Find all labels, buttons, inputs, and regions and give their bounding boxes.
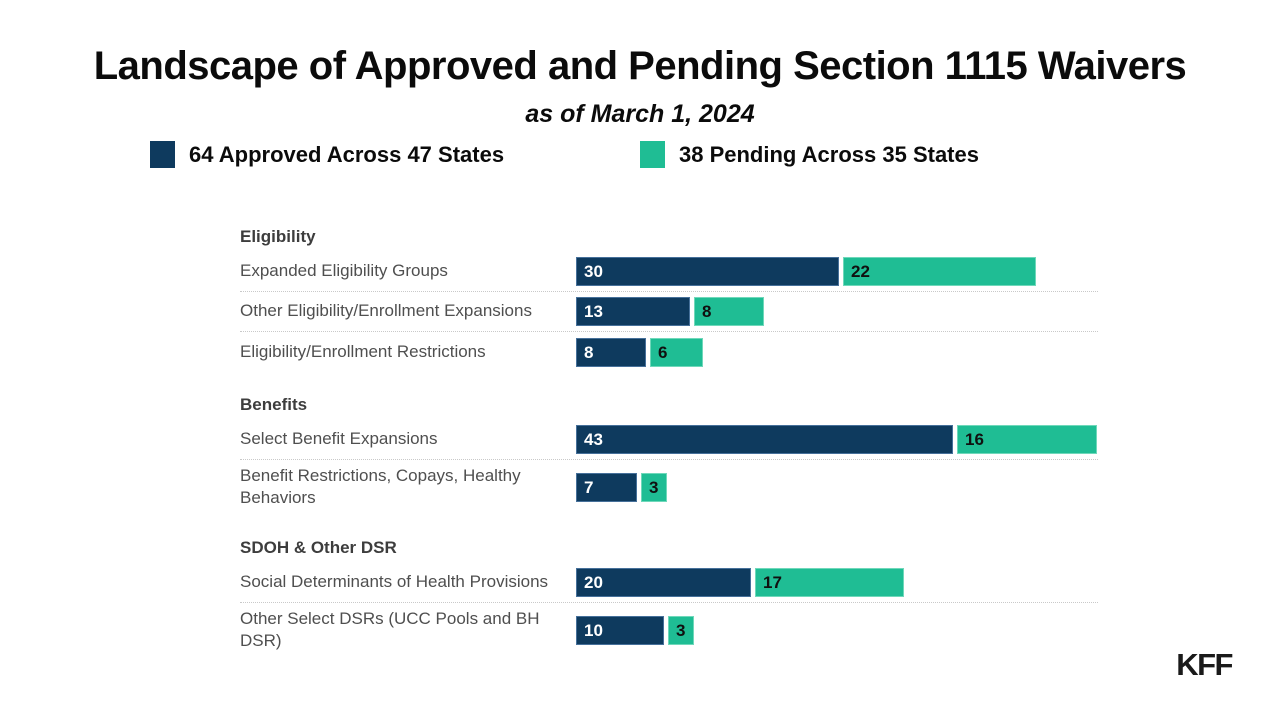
row-label: Expanded Eligibility Groups — [240, 261, 448, 281]
legend-approved-label: 64 Approved Across 47 States — [189, 141, 505, 167]
chart-row: Other Eligibility/Enrollment Expansions 1… — [240, 292, 1098, 332]
approved-color-swatch — [150, 141, 175, 168]
group-header: SDOH & Other DSR — [240, 537, 397, 557]
bar-value-label: 30 — [584, 262, 603, 281]
bar-value-label: 6 — [658, 342, 668, 362]
row-bars: 30 22 — [576, 257, 1036, 286]
row-bars: 13 8 — [576, 297, 764, 326]
approved-bar: 43 — [576, 425, 953, 454]
bar-value-label: 3 — [649, 477, 659, 497]
row-label: Other Eligibility/Enrollment Expansions — [240, 301, 532, 321]
approved-bar: 30 — [576, 257, 839, 286]
chart-row: Other Select DSRs (UCC Pools and BH DSR)… — [240, 603, 1098, 658]
bar-value-label: 16 — [965, 430, 984, 449]
chart-group: Eligibility Expanded Eligibility Groups 30… — [240, 226, 1098, 372]
pending-bar: 3 — [641, 472, 667, 502]
pending-bar: 6 — [650, 337, 703, 367]
chart-row: Select Benefit Expansions 43 16 — [240, 420, 1098, 460]
approved-bar: 7 — [576, 472, 637, 502]
bar-value-label: 8 — [584, 342, 594, 362]
row-label: Other Select DSRs (UCC Pools and BH DSR) — [240, 608, 540, 651]
pending-bar: 22 — [843, 257, 1036, 286]
bar-value-label: 10 — [584, 620, 603, 640]
pending-bar: 3 — [668, 615, 694, 645]
approved-bar: 8 — [576, 337, 646, 367]
bar-value-label: 22 — [851, 262, 870, 281]
kff-logo: KFF — [1176, 647, 1233, 682]
bar-value-label: 7 — [584, 477, 594, 497]
bar-value-label: 43 — [584, 430, 603, 449]
chart-row: Eligibility/Enrollment Restrictions 8 6 — [240, 332, 1098, 372]
chart-row: Expanded Eligibility Groups 30 22 — [240, 252, 1098, 292]
chart-row: Benefit Restrictions, Copays, Healthy Be… — [240, 460, 1098, 515]
pending-bar: 8 — [694, 297, 764, 326]
pending-color-swatch — [640, 141, 665, 168]
group-header: Benefits — [240, 395, 308, 414]
bar-value-label: 8 — [702, 302, 712, 321]
pending-bar: 17 — [755, 567, 904, 597]
chart-subtitle: as of March 1, 2024 — [525, 100, 755, 128]
legend-pending-label: 38 Pending Across 35 States — [679, 141, 979, 167]
group-header: Eligibility — [240, 227, 316, 246]
chart-group: SDOH & Other DSR Social Determinants of H… — [240, 537, 1098, 658]
row-bars: 20 17 — [576, 567, 904, 597]
chart-row: Social Determinants of Health Provisions… — [240, 563, 1098, 603]
row-bars: 43 16 — [576, 425, 1097, 454]
pending-bar: 16 — [957, 425, 1097, 454]
bar-value-label: 13 — [584, 302, 603, 321]
bar-value-label: 3 — [676, 620, 686, 640]
legend-item-pending: 38 Pending Across 35 States — [640, 141, 979, 168]
row-label: Benefit Restrictions, Copays, Healthy Be… — [240, 466, 521, 508]
bar-value-label: 17 — [763, 572, 782, 592]
row-label: Select Benefit Expansions — [240, 429, 438, 449]
chart-group: Benefits Select Benefit Expansions 43 16 Ben… — [240, 394, 1098, 515]
approved-bar: 10 — [576, 615, 664, 645]
approved-bar: 13 — [576, 297, 690, 326]
row-label: Social Determinants of Health Provisions — [240, 572, 549, 592]
row-label: Eligibility/Enrollment Restrictions — [240, 341, 486, 361]
grouped-bar-chart: Eligibility Expanded Eligibility Groups 30… — [240, 226, 1098, 658]
row-bars: 10 3 — [576, 615, 694, 645]
bar-value-label: 20 — [584, 572, 603, 592]
legend-item-approved: 64 Approved Across 47 States — [150, 141, 504, 168]
approved-bar: 20 — [576, 567, 751, 597]
chart-title: Landscape of Approved and Pending Sectio… — [93, 44, 1187, 88]
